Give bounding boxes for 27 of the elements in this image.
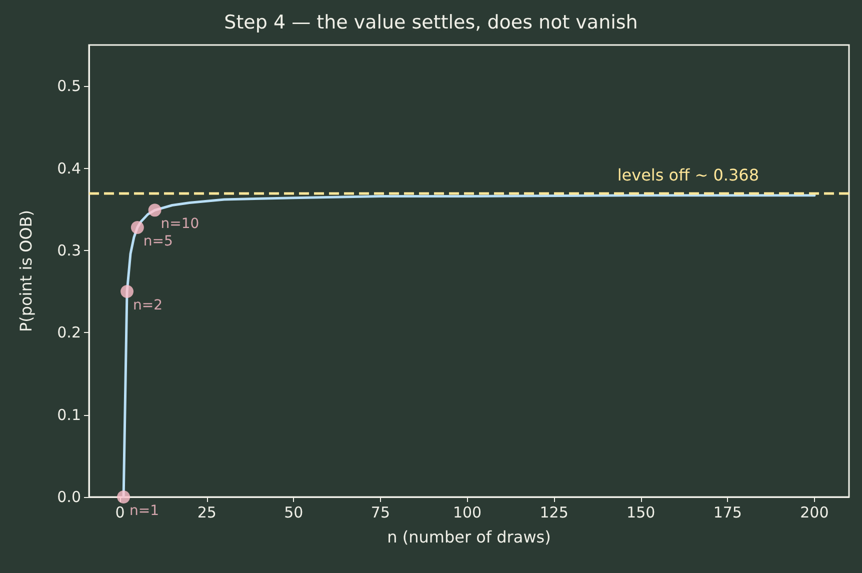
x-tick-label: 125 — [540, 504, 568, 522]
y-axis-title: P(point is OOB) — [16, 210, 36, 332]
y-tick-label: 0.3 — [57, 241, 81, 260]
x-tick-label: 50 — [284, 504, 304, 522]
y-tick-label: 0.4 — [57, 159, 81, 178]
x-tick-label: 200 — [800, 504, 829, 522]
x-tick-label: 175 — [713, 504, 742, 522]
chart-title: Step 4 — the value settles, does not vanish — [224, 12, 638, 34]
x-tick-label: 100 — [452, 504, 482, 522]
annotation: n=2 — [133, 298, 163, 314]
ref-line-label: levels off ~ 0.368 — [617, 165, 759, 184]
y-tick-label: 0.1 — [57, 406, 81, 424]
y-tick-label: 0.2 — [57, 324, 81, 342]
x-tick-label: 25 — [197, 504, 216, 522]
point — [130, 220, 144, 234]
annotation: n=5 — [143, 233, 173, 250]
x-tick-label: 0 — [115, 504, 125, 522]
annotation: n=1 — [130, 503, 160, 519]
x-axis-title: n (number of draws) — [387, 528, 551, 546]
x-tick-label: 75 — [370, 504, 390, 522]
point — [148, 204, 162, 217]
y-tick-label: 0.0 — [57, 488, 81, 506]
x-tick-label: 150 — [626, 504, 656, 522]
point — [120, 285, 134, 298]
point — [117, 490, 130, 504]
y-tick-label: 0.5 — [57, 77, 81, 96]
annotation: n=10 — [160, 216, 200, 232]
